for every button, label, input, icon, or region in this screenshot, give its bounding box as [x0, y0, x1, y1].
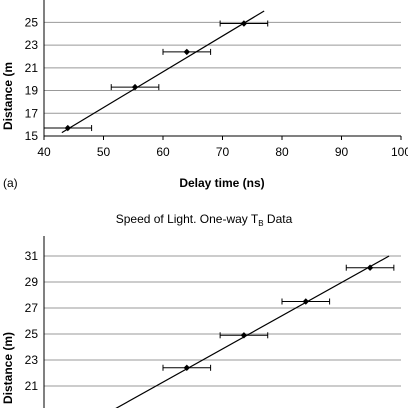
top-y-tick-5: 25 — [25, 15, 39, 29]
top-x-tick-4: 80 — [275, 145, 289, 159]
top-y-tick-1: 17 — [25, 106, 39, 120]
top-point-1 — [110, 83, 160, 91]
bottom-marker-2 — [302, 298, 309, 305]
top-x-tick-1: 50 — [97, 145, 111, 159]
bottom-y-tick-0: 21 — [25, 379, 39, 393]
top-trendline — [61, 10, 265, 134]
top-point-0 — [43, 124, 93, 132]
top-x-tick-3: 70 — [216, 145, 230, 159]
bottom-fit-line — [115, 255, 390, 408]
bottom-marker-0 — [183, 364, 190, 371]
top-x-tick-labels: 40 50 60 70 80 90 100 — [37, 145, 408, 159]
bottom-y-tick-2: 25 — [25, 327, 39, 341]
bottom-y-tick-labels: 21 23 25 27 29 31 — [25, 249, 39, 393]
top-point-3 — [219, 20, 269, 27]
bottom-chart: Speed of Light. One-way TB Data 21 23 25 27… — [1, 212, 401, 408]
bottom-point-3 — [345, 264, 395, 271]
bottom-point-1 — [219, 332, 269, 339]
top-marker-0 — [64, 124, 71, 132]
top-gridlines — [44, 21, 401, 137]
bottom-data-points — [162, 264, 395, 371]
top-y-axis-title: Distance (m — [1, 62, 15, 130]
top-marker-1 — [131, 83, 139, 91]
top-marker-3 — [240, 20, 248, 27]
bottom-point-0 — [162, 364, 212, 371]
bottom-point-2 — [281, 298, 331, 305]
top-data-points — [43, 20, 269, 132]
top-chart: 15 17 19 21 23 25 40 50 60 70 80 90 100 Distance (m… — [1, 0, 408, 190]
bottom-chart-title: Speed of Light. One-way TB Data — [116, 212, 293, 228]
top-y-tick-labels: 15 17 19 21 23 25 — [25, 15, 39, 143]
top-x-tick-6: 100 — [391, 145, 408, 159]
bottom-marker-3 — [366, 264, 374, 271]
bottom-title-rest: Data — [264, 212, 293, 226]
bottom-y-tick-3: 27 — [25, 301, 39, 315]
top-point-2 — [162, 48, 212, 56]
top-x-tick-0: 40 — [37, 145, 51, 159]
top-fit-line — [61, 10, 265, 134]
top-marker-2 — [183, 48, 190, 56]
top-x-tick-5: 90 — [335, 145, 349, 159]
bottom-title-subscript: B — [258, 219, 263, 228]
bottom-y-tick-4: 29 — [25, 275, 39, 289]
top-x-tick-2: 60 — [156, 145, 170, 159]
top-axes — [43, 0, 402, 140]
bottom-trendline — [115, 255, 390, 408]
top-y-tick-4: 23 — [25, 38, 39, 52]
bottom-y-tick-5: 31 — [25, 249, 39, 263]
panel-label-a: (a) — [3, 176, 18, 190]
top-x-axis-title: Delay time (ns) — [179, 176, 264, 190]
top-y-tick-0: 15 — [25, 129, 39, 143]
bottom-title-main: Speed of Light. One-way T — [116, 212, 259, 226]
bottom-marker-1 — [240, 332, 248, 339]
top-y-tick-3: 21 — [25, 61, 39, 75]
bottom-y-tick-1: 23 — [25, 353, 39, 367]
top-y-tick-2: 19 — [25, 84, 39, 98]
bottom-y-axis-title: Distance (m) — [1, 332, 15, 404]
bottom-gridlines — [44, 255, 401, 387]
